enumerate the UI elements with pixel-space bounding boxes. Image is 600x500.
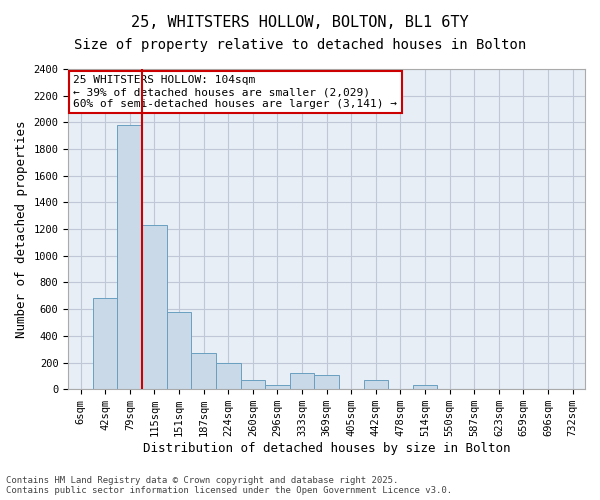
Bar bbox=[290, 373, 314, 389]
Bar bbox=[265, 385, 290, 389]
Bar bbox=[364, 380, 388, 389]
Text: Contains HM Land Registry data © Crown copyright and database right 2025.
Contai: Contains HM Land Registry data © Crown c… bbox=[6, 476, 452, 495]
Bar bbox=[68, 388, 93, 389]
Bar bbox=[216, 362, 241, 389]
Bar bbox=[314, 374, 339, 389]
Text: 25, WHITSTERS HOLLOW, BOLTON, BL1 6TY: 25, WHITSTERS HOLLOW, BOLTON, BL1 6TY bbox=[131, 15, 469, 30]
Text: 25 WHITSTERS HOLLOW: 104sqm
← 39% of detached houses are smaller (2,029)
60% of : 25 WHITSTERS HOLLOW: 104sqm ← 39% of det… bbox=[73, 76, 397, 108]
Bar bbox=[118, 125, 142, 389]
Bar bbox=[93, 298, 118, 389]
Text: Size of property relative to detached houses in Bolton: Size of property relative to detached ho… bbox=[74, 38, 526, 52]
Y-axis label: Number of detached properties: Number of detached properties bbox=[15, 120, 28, 338]
Bar bbox=[191, 353, 216, 389]
Bar bbox=[413, 385, 437, 389]
Bar bbox=[241, 380, 265, 389]
Bar bbox=[167, 312, 191, 389]
X-axis label: Distribution of detached houses by size in Bolton: Distribution of detached houses by size … bbox=[143, 442, 511, 455]
Bar bbox=[142, 225, 167, 389]
